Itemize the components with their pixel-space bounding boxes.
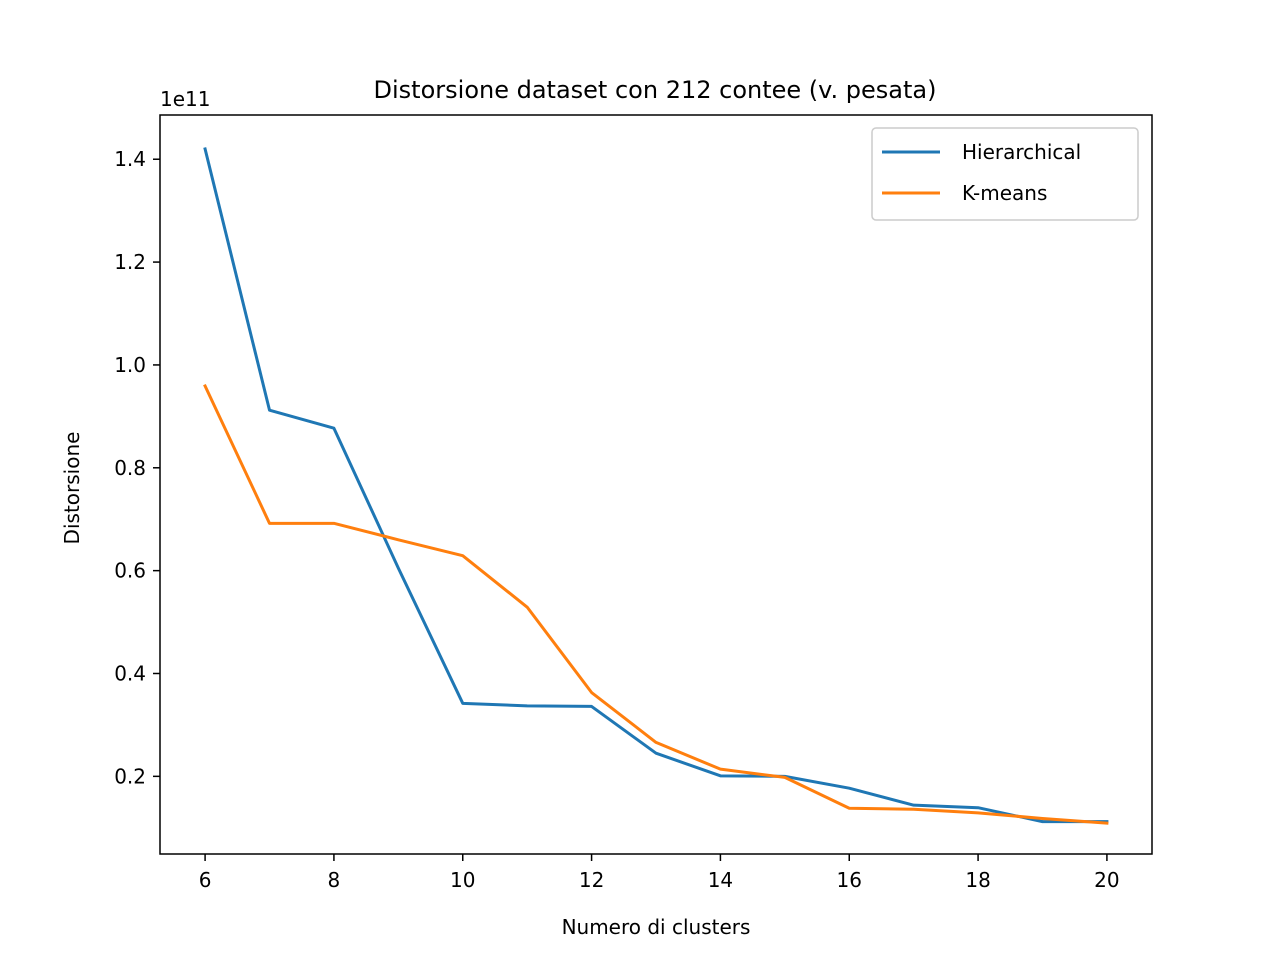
y-tick-label: 0.2 — [114, 764, 146, 788]
x-tick-label: 18 — [965, 868, 990, 892]
x-tick-label: 8 — [328, 868, 341, 892]
y-tick-label: 0.4 — [114, 661, 146, 685]
x-tick-label: 16 — [837, 868, 862, 892]
y-tick-label: 0.6 — [114, 559, 146, 583]
x-tick-label: 6 — [199, 868, 212, 892]
x-tick-label: 12 — [579, 868, 604, 892]
series-line-1 — [203, 384, 1109, 825]
x-tick-label: 20 — [1094, 868, 1119, 892]
legend-label: Hierarchical — [962, 140, 1081, 164]
y-tick-label: 1.2 — [114, 250, 146, 274]
x-axis-label: Numero di clusters — [562, 915, 751, 939]
chart-title: Distorsione dataset con 212 contee (v. p… — [374, 76, 937, 104]
y-tick-label: 1.0 — [114, 353, 146, 377]
axes-frame — [159, 114, 1153, 855]
x-tick-label: 10 — [450, 868, 475, 892]
legend-label: K-means — [962, 181, 1047, 205]
series-line-0 — [203, 147, 1109, 824]
x-tick-label: 14 — [708, 868, 733, 892]
y-tick-label: 1.4 — [114, 147, 146, 171]
y-offset-label: 1e11 — [160, 87, 210, 111]
plot-area: 6 8 10 12 14 16 18 20 0.2 0.4 0.6 0.8 1.0 1.2 1.4 — [114, 147, 1120, 892]
legend: Hierarchical K-means — [871, 127, 1139, 221]
y-tick-label: 0.8 — [114, 456, 146, 480]
y-axis-label: Distorsione — [60, 432, 84, 545]
